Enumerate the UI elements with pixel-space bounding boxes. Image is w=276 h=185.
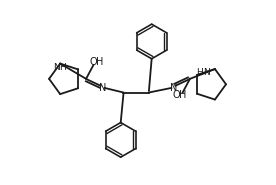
- Text: N: N: [53, 63, 60, 72]
- Text: N: N: [204, 68, 210, 77]
- Text: N: N: [170, 83, 177, 93]
- Text: H: H: [197, 68, 203, 77]
- Text: O: O: [172, 90, 180, 100]
- Text: H: H: [59, 63, 66, 72]
- Text: O: O: [89, 57, 97, 68]
- Text: N: N: [99, 83, 106, 93]
- Text: H: H: [96, 57, 104, 68]
- Text: H: H: [179, 90, 186, 100]
